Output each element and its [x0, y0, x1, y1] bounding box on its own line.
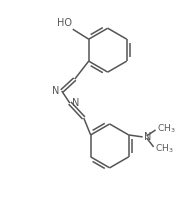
Text: CH$_3$: CH$_3$	[155, 143, 173, 155]
Text: HO: HO	[57, 18, 72, 28]
Text: N: N	[72, 98, 79, 108]
Text: N: N	[52, 86, 60, 96]
Text: CH$_3$: CH$_3$	[157, 123, 175, 135]
Text: N: N	[144, 132, 151, 142]
